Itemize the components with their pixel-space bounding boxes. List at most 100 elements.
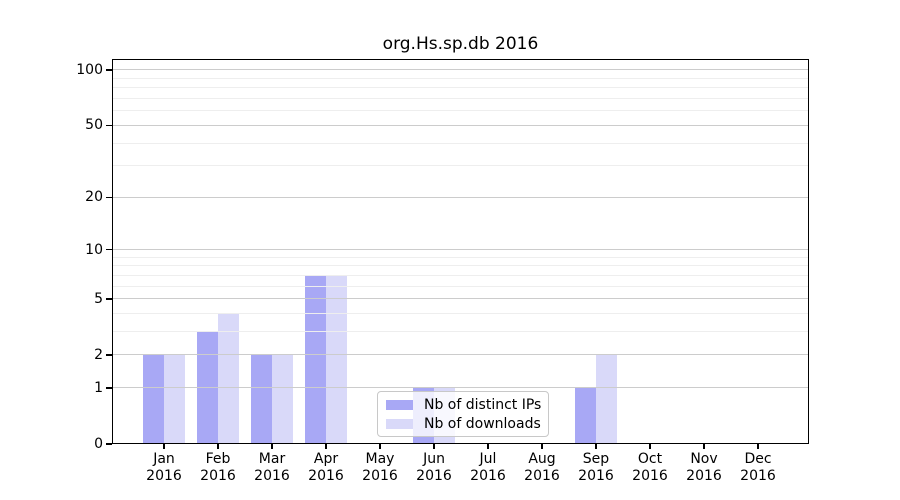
x-tick-year: 2016 <box>740 468 776 484</box>
legend: Nb of distinct IPs Nb of downloads <box>377 391 549 437</box>
x-tick-year: 2016 <box>632 468 668 484</box>
x-tick-label-oct: Oct 2016 <box>622 451 678 485</box>
y-tick-50 <box>106 124 112 127</box>
gridline-minor-8 <box>112 265 809 267</box>
x-tick-year: 2016 <box>254 468 290 484</box>
x-tick-month: Sep <box>582 451 610 467</box>
gridline-minor-90 <box>112 77 809 79</box>
gridline-20 <box>112 196 809 198</box>
x-tick-year: 2016 <box>578 468 614 484</box>
x-tick-month: Dec <box>744 451 772 467</box>
bar-downloads-mar <box>272 354 293 444</box>
y-tick-label-0: 0 <box>94 436 103 452</box>
bar-downloads-jan <box>164 354 185 444</box>
bar-downloads-apr <box>326 275 347 444</box>
x-tick-oct <box>649 444 651 449</box>
x-tick-label-jun: Jun 2016 <box>406 451 462 485</box>
x-tick-year: 2016 <box>470 468 506 484</box>
plot-area: Nb of distinct IPs Nb of downloads <box>112 59 809 444</box>
gridline-minor-9 <box>112 256 809 258</box>
gridline-1 <box>112 387 809 389</box>
x-tick-month: Mar <box>258 451 286 467</box>
chart-title: org.Hs.sp.db 2016 <box>382 34 539 54</box>
x-tick-month: May <box>365 451 395 467</box>
y-tick-label-2: 2 <box>94 346 103 363</box>
x-tick-label-sep: Sep 2016 <box>568 451 624 485</box>
x-tick-label-jan: Jan 2016 <box>136 451 192 485</box>
legend-item-downloads: Nb of downloads <box>386 414 541 433</box>
x-tick-month: Jun <box>423 451 445 467</box>
y-tick-5 <box>106 298 112 300</box>
gridline-100 <box>112 69 809 71</box>
x-tick-label-jul: Jul 2016 <box>460 451 516 485</box>
y-tick-label-1: 1 <box>94 379 103 396</box>
x-tick-may <box>379 444 381 449</box>
x-tick-nov <box>703 444 705 449</box>
x-tick-month: Feb <box>205 451 231 467</box>
gridline-minor-80 <box>112 87 809 89</box>
gridline-2 <box>112 354 809 356</box>
y-tick-2 <box>106 354 112 356</box>
gridlines-layer <box>112 59 809 444</box>
y-tick-100 <box>106 69 112 71</box>
gridline-minor-60 <box>112 110 809 112</box>
x-tick-year: 2016 <box>146 468 182 484</box>
gridline-10 <box>112 249 809 251</box>
gridline-minor-4 <box>112 313 809 315</box>
x-tick-label-dec: Dec 2016 <box>730 451 786 485</box>
bar-distinct-ips-apr <box>305 275 326 444</box>
y-tick-label-10: 10 <box>85 241 103 258</box>
x-tick-year: 2016 <box>524 468 560 484</box>
x-tick-month: Aug <box>528 451 556 467</box>
x-tick-jan <box>163 444 165 449</box>
x-tick-month: Jul <box>479 451 497 467</box>
x-tick-month: Oct <box>637 451 663 467</box>
gridline-minor-7 <box>112 274 809 276</box>
bar-distinct-ips-jan <box>143 354 164 444</box>
gridline-minor-40 <box>112 142 809 144</box>
x-tick-label-apr: Apr 2016 <box>298 451 354 485</box>
bar-downloads-feb <box>218 313 239 444</box>
x-tick-aug <box>541 444 543 449</box>
y-tick-label-20: 20 <box>85 189 103 206</box>
gridline-5 <box>112 298 809 300</box>
x-tick-label-nov: Nov 2016 <box>676 451 732 485</box>
x-tick-year: 2016 <box>686 468 722 484</box>
bar-downloads-sep <box>596 354 617 444</box>
gridline-minor-6 <box>112 285 809 287</box>
x-tick-month: Nov <box>690 451 718 467</box>
x-tick-label-aug: Aug 2016 <box>514 451 570 485</box>
x-tick-year: 2016 <box>308 468 344 484</box>
x-tick-sep <box>595 444 597 449</box>
x-tick-label-may: May 2016 <box>352 451 408 485</box>
legend-item-distinct-ips: Nb of distinct IPs <box>386 395 542 414</box>
legend-swatch-downloads <box>386 418 413 429</box>
legend-swatch-distinct-ips <box>386 399 413 410</box>
x-tick-year: 2016 <box>200 468 236 484</box>
bar-distinct-ips-sep <box>575 387 596 444</box>
legend-label-distinct-ips: Nb of distinct IPs <box>424 396 542 413</box>
x-tick-apr <box>325 444 327 449</box>
y-tick-20 <box>106 196 112 199</box>
gridline-minor-3 <box>112 331 809 333</box>
x-tick-dec <box>757 444 759 449</box>
y-tick-label-5: 5 <box>94 290 103 307</box>
legend-label-downloads: Nb of downloads <box>424 415 541 432</box>
y-tick-label-50: 50 <box>85 117 103 134</box>
x-tick-jun <box>433 444 435 449</box>
x-tick-year: 2016 <box>416 468 452 484</box>
x-tick-mar <box>271 444 273 449</box>
y-tick-1 <box>106 387 112 389</box>
x-tick-month: Jan <box>153 451 175 467</box>
x-tick-month: Apr <box>313 451 339 467</box>
y-tick-10 <box>106 248 112 251</box>
gridline-minor-30 <box>112 165 809 167</box>
gridline-50 <box>112 124 809 126</box>
x-tick-label-mar: Mar 2016 <box>244 451 300 485</box>
x-tick-feb <box>217 444 219 449</box>
y-tick-0 <box>106 443 112 445</box>
bar-distinct-ips-mar <box>251 354 272 444</box>
x-tick-jul <box>487 444 489 449</box>
x-tick-year: 2016 <box>362 468 398 484</box>
